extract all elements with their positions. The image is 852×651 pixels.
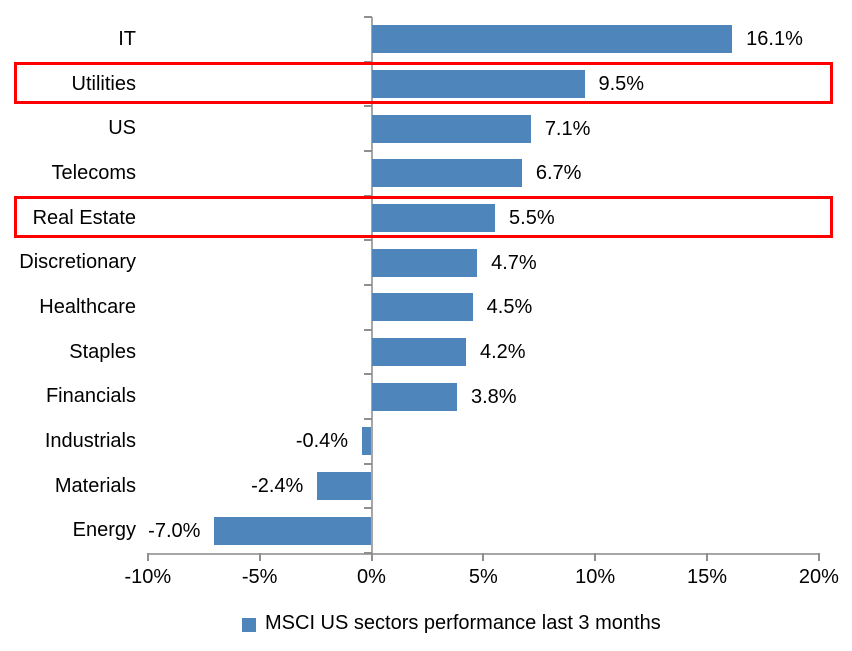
- bar-value-label: 16.1%: [746, 28, 803, 51]
- x-axis-tick-label: 0%: [357, 566, 386, 588]
- category-label: Energy: [72, 519, 136, 542]
- category-label: Utilities: [71, 72, 136, 95]
- y-axis-tick: [363, 418, 372, 420]
- x-axis-tick: [594, 553, 597, 561]
- bar-energy: [214, 516, 371, 545]
- x-axis-tick: [706, 553, 709, 561]
- x-axis-tick-label: 5%: [468, 566, 498, 588]
- category-label: Telecoms: [51, 162, 136, 184]
- category-label: Healthcare: [39, 296, 136, 318]
- x-axis-tick-label: -10%: [124, 566, 172, 588]
- legend-marker-swatch: [242, 617, 256, 632]
- bar-value-label: 3.8%: [471, 385, 517, 408]
- y-axis-line: [370, 17, 373, 561]
- bar-value-label: 4.7%: [491, 251, 537, 274]
- bar-value-label: 7.1%: [544, 117, 591, 140]
- bar-telecoms: [372, 159, 522, 188]
- y-axis-tick: [363, 284, 372, 286]
- category-label: Real Estate: [32, 206, 136, 229]
- x-axis-tick-label: 20%: [798, 566, 839, 588]
- legend-label: MSCI US sectors performance last 3 month…: [265, 612, 661, 634]
- y-axis-tick: [363, 328, 372, 331]
- x-axis-tick-label: -5%: [241, 566, 278, 588]
- bar-value-label: -7.0%: [148, 519, 201, 542]
- y-axis-tick: [363, 507, 372, 510]
- chart-legend: MSCI US sectors performance last 3 month…: [242, 612, 661, 635]
- bar-it: [372, 25, 733, 54]
- y-axis-tick: [363, 16, 372, 18]
- bar-value-label: 9.5%: [598, 73, 645, 95]
- category-label: Industrials: [44, 430, 136, 452]
- y-axis-tick: [363, 239, 372, 242]
- y-axis-tick: [363, 373, 372, 376]
- x-axis-tick: [817, 553, 820, 561]
- x-axis-tick: [258, 553, 261, 561]
- highlight-box-utilities: [14, 62, 833, 105]
- bar-value-label: -2.4%: [251, 475, 304, 497]
- bar-value-label: 4.2%: [479, 341, 526, 363]
- highlight-box-real-estate: [14, 196, 833, 239]
- category-label: IT: [118, 28, 136, 50]
- bar-value-label: 4.5%: [486, 296, 533, 319]
- bar-healthcare: [372, 293, 473, 322]
- bar-value-label: 6.7%: [535, 162, 582, 185]
- x-axis-tick: [482, 553, 485, 561]
- y-axis-tick: [363, 462, 372, 465]
- bar-value-label: 5.5%: [509, 207, 555, 229]
- x-axis-tick: [370, 553, 373, 561]
- x-axis-tick-label: 15%: [687, 566, 728, 588]
- category-label: Materials: [54, 474, 136, 497]
- bar-industrials: [362, 427, 371, 456]
- bar-value-label: -0.4%: [295, 430, 349, 453]
- category-label: US: [108, 117, 136, 140]
- bar-us: [372, 114, 531, 143]
- bar-discretionary: [372, 248, 478, 277]
- category-label: Financials: [45, 385, 136, 408]
- y-axis-tick: [363, 150, 372, 152]
- y-axis-tick: [363, 552, 372, 554]
- bar-staples: [372, 338, 466, 366]
- x-axis-tick: [146, 553, 149, 561]
- y-axis-tick: [363, 60, 372, 63]
- bar-utilities: [372, 70, 585, 98]
- bar-real-estate: [372, 204, 496, 232]
- x-axis-tick-label: 10%: [575, 566, 616, 588]
- category-label: Discretionary: [19, 251, 136, 274]
- bar-materials: [317, 472, 371, 500]
- y-axis-tick: [363, 105, 372, 108]
- bar-financials: [372, 382, 457, 411]
- y-axis-tick: [363, 194, 372, 197]
- category-label: Staples: [69, 340, 136, 363]
